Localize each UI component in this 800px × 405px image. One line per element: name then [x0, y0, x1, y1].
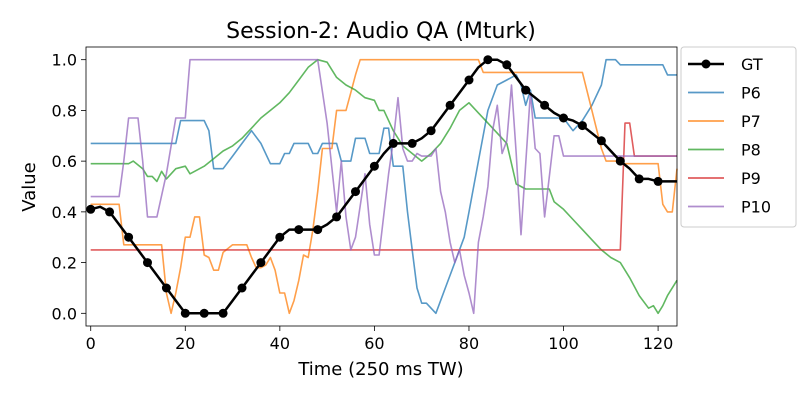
point-gt: [388, 138, 398, 148]
x-tick-label: 40: [270, 334, 290, 353]
legend: GT P6 P7 P8 P9 P10: [680, 46, 797, 228]
x-tick-label: 120: [643, 334, 674, 353]
legend-label-p7: P7: [741, 112, 761, 131]
x-tick-label: 20: [175, 334, 195, 353]
legend-label-p10: P10: [741, 198, 771, 217]
series-line-p8: [90, 58, 678, 315]
plot-frame: [85, 46, 678, 327]
x-axis-label: Time (250 ms TW): [297, 359, 463, 380]
y-axis: 0.0 0.2 0.4 0.6 0.8 1.0: [52, 51, 86, 323]
y-tick-label: 0.6: [52, 152, 77, 171]
point-gt: [634, 174, 644, 184]
point-gt: [483, 55, 493, 65]
point-gt: [559, 113, 568, 123]
point-gt: [86, 204, 96, 214]
point-gt: [143, 258, 152, 268]
point-gt: [275, 232, 285, 242]
point-gt: [615, 156, 625, 166]
legend-label-p9: P9: [741, 169, 761, 188]
legend-label-p8: P8: [741, 141, 761, 160]
legend-marker-gt: [701, 59, 711, 69]
point-gt: [464, 75, 474, 85]
legend-label-p6: P6: [741, 84, 761, 103]
point-gt: [502, 60, 512, 70]
point-gt: [180, 308, 190, 318]
point-gt: [521, 85, 531, 95]
point-gt: [105, 207, 115, 217]
y-tick-label: 1.0: [52, 51, 77, 70]
legend-label-gt: GT: [741, 55, 763, 74]
point-gt: [256, 258, 266, 268]
point-gt: [294, 225, 304, 235]
x-tick-label: 60: [364, 334, 384, 353]
series-layer: [86, 55, 678, 318]
point-gt: [161, 283, 171, 293]
point-gt: [332, 212, 342, 222]
chart-title: Session-2: Audio QA (Mturk): [226, 19, 536, 44]
series-line-p10: [90, 58, 677, 315]
point-gt: [218, 308, 228, 318]
point-gt: [577, 121, 587, 131]
point-gt: [199, 308, 209, 318]
point-gt: [369, 161, 379, 171]
y-tick-label: 0.4: [52, 203, 77, 222]
y-tick-label: 0.8: [52, 101, 77, 120]
point-gt: [237, 283, 247, 293]
y-tick-label: 0.0: [52, 304, 77, 323]
point-gt: [445, 100, 455, 110]
point-gt: [124, 232, 134, 242]
legend-frame: [680, 46, 797, 228]
y-axis-label: Value: [19, 162, 40, 211]
x-axis: 0 20 40 60 80 100 120: [86, 326, 674, 353]
x-tick-label: 80: [459, 334, 479, 353]
point-gt: [313, 225, 323, 235]
y-tick-label: 0.2: [52, 254, 77, 273]
point-gt: [596, 136, 606, 146]
point-gt: [540, 100, 550, 110]
series-line-p7: [90, 58, 678, 315]
x-tick-label: 0: [86, 334, 96, 353]
x-tick-label: 100: [548, 334, 579, 353]
point-gt: [653, 176, 663, 186]
point-gt: [407, 138, 417, 148]
point-gt: [351, 187, 360, 197]
point-gt: [426, 126, 436, 136]
